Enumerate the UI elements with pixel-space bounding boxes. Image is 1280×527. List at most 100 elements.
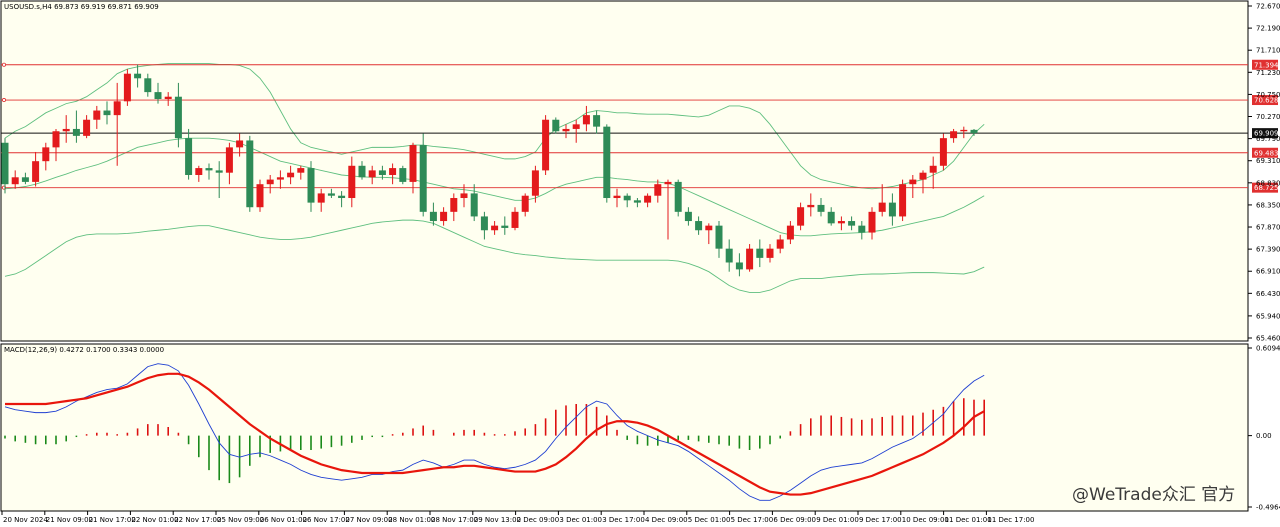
- time-tick-label: 21 Nov 17:00: [89, 516, 136, 524]
- candle-body: [368, 170, 376, 178]
- level-price-label: 70.628: [1254, 97, 1279, 105]
- macd-tick-label: 0.00: [1256, 432, 1272, 440]
- level-price-tag: [1252, 95, 1278, 106]
- candle-body: [317, 193, 325, 203]
- candle-body: [899, 184, 907, 217]
- candle-body: [603, 126, 611, 199]
- candle-body: [837, 221, 845, 224]
- level-handle: [2, 98, 7, 103]
- candle-body: [960, 129, 968, 132]
- candle-body: [480, 216, 488, 231]
- candle-body: [419, 145, 427, 212]
- price-axis: 72.670 72.190 71.710 71.230 70.750 70.270 69.7…: [1248, 3, 1280, 343]
- price-tick-label: 71.230: [1256, 69, 1280, 77]
- candle-body: [32, 161, 40, 182]
- time-tick-label: 9 Dec 01:00: [816, 516, 859, 524]
- price-tick-label: 72.190: [1256, 25, 1280, 33]
- candle-body: [429, 211, 437, 222]
- candle-body: [83, 119, 91, 136]
- candle-body: [246, 140, 254, 208]
- macd-line: [4, 363, 985, 501]
- candle-body: [470, 193, 478, 217]
- candle-body: [766, 248, 774, 258]
- candle-body: [929, 165, 937, 173]
- candle-body: [236, 140, 244, 148]
- macd-title: MACD(12,26,9) 0.4272 0.1700 0.3343 0.000…: [4, 346, 164, 354]
- time-tick-label: 26 Nov 01:00: [260, 516, 307, 524]
- price-tick-label: 72.670: [1256, 3, 1280, 11]
- time-tick-label: 4 Dec 09:00: [645, 516, 688, 524]
- candle-body: [939, 138, 947, 166]
- candle-body: [868, 211, 876, 233]
- candle-body: [776, 239, 784, 249]
- price-tick-label: 67.390: [1256, 246, 1280, 254]
- level-price-tag: [1252, 147, 1278, 158]
- candle-body: [52, 131, 60, 148]
- candle-body: [797, 207, 805, 226]
- candle-body: [725, 248, 733, 263]
- candle-body: [103, 110, 111, 116]
- macd-indicator: 0.6094 0.00 -0.4964: [4, 345, 1280, 512]
- time-tick-label: 3 Dec 17:00: [602, 516, 645, 524]
- time-tick-label: 11 Dec 01:00: [945, 516, 992, 524]
- candle-body: [93, 110, 101, 120]
- candle-body: [888, 202, 896, 217]
- current-price-label: 69.909: [1254, 130, 1279, 138]
- candle-body: [154, 92, 162, 100]
- candle-body: [531, 170, 539, 196]
- candle-body: [195, 168, 203, 175]
- level-price-label: 71.394: [1254, 61, 1279, 69]
- time-tick-label: 22 Nov 17:00: [174, 516, 221, 524]
- candle-body: [215, 170, 223, 173]
- candle-body: [756, 248, 764, 258]
- candle-body: [399, 168, 407, 182]
- candle-body: [72, 128, 80, 136]
- time-tick-label: 28 Nov 17:00: [431, 516, 478, 524]
- candle-body: [664, 181, 672, 185]
- macd-tick-label: 0.6094: [1256, 345, 1280, 353]
- price-tick-label: 65.460: [1256, 335, 1280, 343]
- time-tick-label: 2 Dec 09:00: [517, 516, 560, 524]
- candle-body: [562, 128, 570, 132]
- candle-body: [123, 73, 131, 102]
- level-price-label: 68.725: [1254, 184, 1279, 192]
- candle-body: [582, 115, 590, 125]
- price-tick-label: 67.870: [1256, 224, 1280, 232]
- level-price-label: 69.483: [1254, 149, 1279, 157]
- price-tick-label: 69.310: [1256, 157, 1280, 165]
- time-tick-label: 21 Nov 09:00: [46, 516, 93, 524]
- candle-body: [684, 211, 692, 222]
- candle-body: [674, 181, 682, 212]
- candle-body: [174, 96, 182, 139]
- bollinger-lower-line: [4, 219, 985, 293]
- candle-body: [633, 200, 641, 203]
- candle-body: [287, 172, 295, 178]
- candle-body: [705, 225, 713, 231]
- candle-body: [42, 147, 50, 162]
- candle-body: [735, 262, 743, 270]
- time-tick-label: 6 Dec 09:00: [773, 516, 816, 524]
- candle-body: [491, 225, 499, 231]
- time-tick-label: 10 Dec 09:00: [902, 516, 949, 524]
- price-tick-label: 70.270: [1256, 113, 1280, 121]
- bollinger-upper-line: [4, 63, 985, 190]
- candle-body: [715, 225, 723, 249]
- time-tick-label: 3 Dec 01:00: [559, 516, 602, 524]
- macd-pane[interactable]: [0, 343, 1249, 512]
- time-tick-label: 9 Dec 17:00: [859, 516, 902, 524]
- candle-body: [511, 211, 519, 228]
- bollinger-middle-line: [4, 137, 985, 237]
- candle-body: [623, 195, 631, 201]
- level-price-tag: [1252, 182, 1278, 193]
- candle-body: [460, 193, 468, 199]
- price-tick-label: 66.430: [1256, 290, 1280, 298]
- candle-body: [572, 124, 580, 129]
- candle-body: [654, 184, 662, 196]
- time-tick-label: 27 Nov 09:00: [345, 516, 392, 524]
- candle-body: [817, 204, 825, 212]
- candle-body: [593, 115, 601, 127]
- candle-body: [919, 172, 927, 180]
- time-tick-label: 26 Nov 17:00: [303, 516, 350, 524]
- time-tick-label: 20 Nov 2024: [3, 516, 48, 524]
